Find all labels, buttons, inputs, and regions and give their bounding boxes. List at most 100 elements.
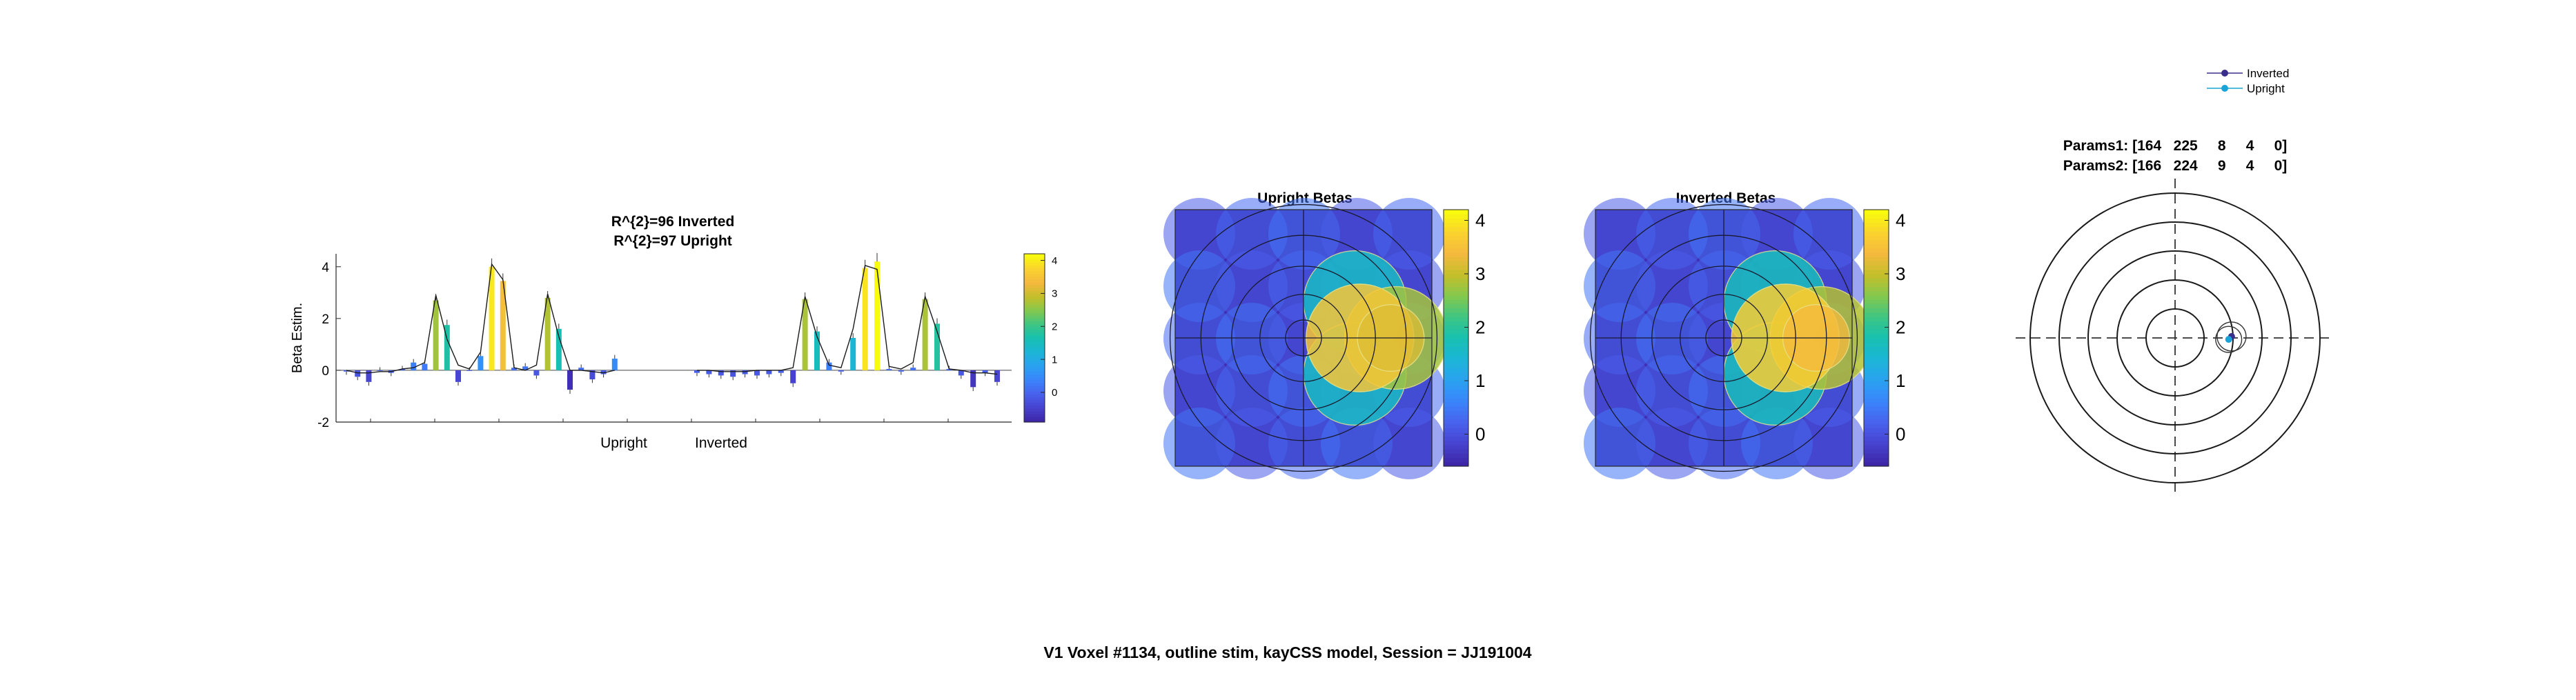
inverted-colorbar-band xyxy=(1864,261,1889,266)
upright-background-disc xyxy=(1216,408,1288,479)
upright-background-disc xyxy=(1163,408,1235,479)
upright-colorbar-band xyxy=(1444,432,1468,437)
bar-chart-axes: -2 0 2 4 xyxy=(317,254,1012,430)
bar-colorbar-band xyxy=(1024,341,1045,344)
inverted-polar-ring xyxy=(1589,203,1858,472)
inverted-background-disc xyxy=(1584,408,1655,479)
upright-colorbar-band xyxy=(1444,436,1468,441)
inverted-colorbar-band xyxy=(1864,329,1889,334)
legend-label-inverted: Inverted xyxy=(2247,67,2289,80)
bar-colorbar-band xyxy=(1024,257,1045,260)
inverted-background-disc xyxy=(1584,250,1655,322)
inverted-colorbar-band xyxy=(1864,445,1889,450)
upright-background-disc xyxy=(1216,198,1288,270)
upright-background-disc xyxy=(1216,250,1288,322)
params1-title: Params1: [164 225 8 4 0] xyxy=(2063,138,2288,154)
bar-upright xyxy=(455,370,461,382)
bar-colorbar-band xyxy=(1024,363,1045,367)
eccentricity-ring xyxy=(2029,192,2321,483)
inverted-colorbar-band xyxy=(1864,325,1889,330)
bar-upright xyxy=(544,297,551,370)
bar-inverted xyxy=(922,299,928,370)
eccentricity-ring xyxy=(2087,250,2263,426)
inverted-colorbar-band xyxy=(1864,385,1889,390)
bar-colorbar-band xyxy=(1024,259,1045,263)
bar-upright xyxy=(555,328,562,370)
bar-chart-panel: R^{2}=96 Inverted R^{2}=97 Upright Beta … xyxy=(290,214,1057,451)
upright-colorbar-band xyxy=(1444,248,1468,253)
bar-upright xyxy=(600,370,607,374)
bar-inverted xyxy=(790,370,796,383)
bar-inverted xyxy=(862,268,868,370)
bar-colorbar-band xyxy=(1024,394,1045,397)
bar-colorbar-band xyxy=(1024,374,1045,378)
bar-inverted xyxy=(910,368,916,370)
inverted-background-disc xyxy=(1793,408,1865,479)
bar-colorbar-band xyxy=(1024,304,1045,308)
inverted-colorbar-band xyxy=(1864,359,1889,364)
bar-colorbar-band xyxy=(1024,262,1045,266)
bar-colorbar-band xyxy=(1024,254,1045,257)
bar-inverted xyxy=(778,370,784,373)
inverted-colorbar-band xyxy=(1864,248,1889,253)
upright-colorbar-band xyxy=(1444,295,1468,300)
upright-colorbar-band xyxy=(1444,440,1468,446)
bar-inverted xyxy=(970,370,976,388)
bar-chart-title-line-1: R^{2}=96 Inverted xyxy=(611,214,735,230)
inverted-colorbar-band xyxy=(1864,286,1889,292)
prf-size-circle-inverted xyxy=(2216,321,2247,352)
bar-colorbar-band xyxy=(1024,349,1045,352)
upright-colorbar-band xyxy=(1444,299,1468,304)
eccentricity-ring xyxy=(2058,221,2292,454)
upright-colorbar-band xyxy=(1444,368,1468,373)
bar-upright xyxy=(478,356,484,370)
inverted-colorbar-band xyxy=(1864,423,1889,428)
bar-inverted xyxy=(994,370,1000,382)
upright-colorbar-band xyxy=(1444,226,1468,232)
upright-colorbar-band xyxy=(1444,214,1468,219)
upright-colorbar-band xyxy=(1444,453,1468,459)
bar-colorbar-band xyxy=(1024,402,1045,406)
upright-colorbar-band xyxy=(1444,290,1468,296)
bar-colorbar-band xyxy=(1024,318,1045,322)
inverted-colorbar-band xyxy=(1864,428,1889,432)
prf-size-circle-upright xyxy=(2215,326,2243,353)
bar-colorbar-band xyxy=(1024,343,1045,347)
inverted-colorbar-band xyxy=(1864,278,1889,283)
bar-colorbar-band xyxy=(1024,338,1045,341)
upright-colorbar-band xyxy=(1444,372,1468,377)
bar-colorbar-band xyxy=(1024,383,1045,386)
inverted-background-disc xyxy=(1741,198,1813,270)
upright-colorbar-band xyxy=(1444,342,1468,347)
bar-colorbar-band xyxy=(1024,276,1045,280)
bar-colorbar-band xyxy=(1024,299,1045,302)
bar-colorbar-band xyxy=(1024,366,1045,370)
upright-colorbar-band xyxy=(1444,235,1468,240)
bar-upright xyxy=(522,366,529,370)
bar-colorbar-band xyxy=(1024,346,1045,350)
upright-polar-ring xyxy=(1169,203,1438,472)
bar-colorbar-band xyxy=(1024,329,1045,333)
bar-upright xyxy=(400,369,405,370)
inverted-colorbar-band xyxy=(1864,274,1889,279)
bar-colorbar-band xyxy=(1024,368,1045,372)
inverted-background-disc xyxy=(1793,198,1865,270)
upright-colorbar-band xyxy=(1444,393,1468,399)
inverted-colorbar-band xyxy=(1864,290,1889,296)
inverted-colorbar-band xyxy=(1864,368,1889,373)
inverted-background-disc xyxy=(1584,355,1655,427)
bar-upright xyxy=(422,363,428,370)
upright-colorbar-band xyxy=(1444,312,1468,317)
bar-colorbar-band xyxy=(1024,380,1045,383)
bar-upright xyxy=(500,281,506,370)
upright-colorbar-band xyxy=(1444,321,1468,326)
inverted-colorbar-band xyxy=(1864,414,1889,420)
upright-colorbar-band xyxy=(1444,457,1468,463)
bar-inverted xyxy=(838,370,844,372)
bar-upright xyxy=(611,359,618,370)
inverted-colorbar-band xyxy=(1864,406,1889,411)
bar-upright xyxy=(489,266,495,370)
bar-colorbar-band xyxy=(1024,326,1045,330)
upright-colorbar-band xyxy=(1444,428,1468,432)
